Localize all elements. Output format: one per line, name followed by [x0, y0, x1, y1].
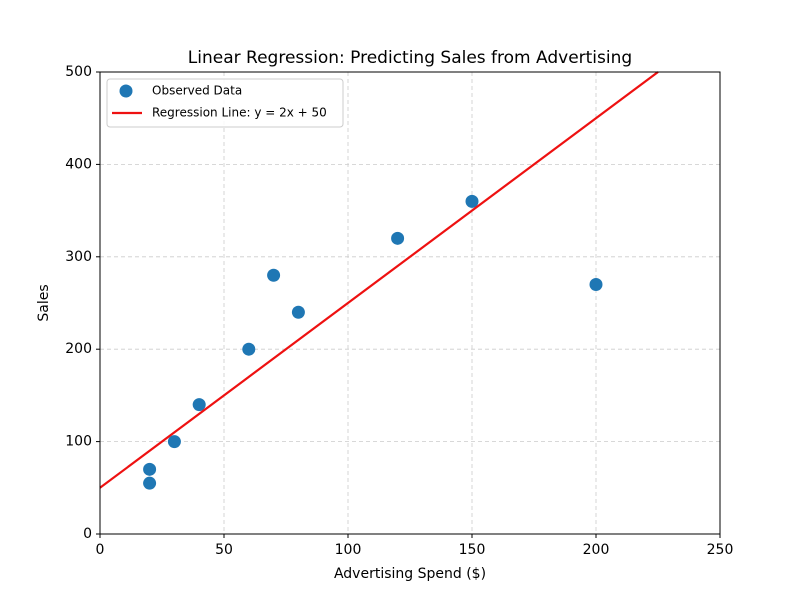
data-point — [167, 435, 181, 449]
chart-title: Linear Regression: Predicting Sales from… — [188, 48, 632, 68]
plot-frame — [99, 71, 721, 535]
y-tick-label: 400 — [65, 156, 92, 172]
legend-marker — [119, 84, 133, 98]
legend-label: Regression Line: y = 2x + 50 — [152, 106, 327, 120]
y-tick-label: 0 — [83, 526, 92, 542]
x-tick-label: 0 — [96, 542, 105, 558]
x-axis-label: Advertising Spend ($) — [334, 566, 486, 582]
data-point — [465, 194, 479, 208]
legend-label: Observed Data — [152, 84, 242, 98]
data-point — [143, 462, 157, 476]
x-tick-label: 50 — [215, 542, 233, 558]
y-tick-label: 100 — [65, 434, 92, 450]
y-axis-label: Sales — [36, 284, 52, 321]
x-tick-label: 100 — [335, 542, 362, 558]
data-point — [291, 305, 305, 319]
y-tick-label: 500 — [65, 64, 92, 80]
x-tick-label: 200 — [583, 542, 610, 558]
data-point — [242, 342, 256, 356]
data-point — [589, 278, 603, 292]
data-point — [267, 268, 281, 282]
data-point — [192, 398, 206, 412]
y-tick-label: 300 — [65, 249, 92, 265]
x-tick-label: 150 — [459, 542, 486, 558]
regression-line — [99, 71, 659, 489]
data-point — [391, 231, 405, 245]
legend-box — [106, 78, 344, 128]
y-tick-label: 200 — [65, 341, 92, 357]
x-tick-label: 250 — [707, 542, 734, 558]
data-point — [143, 476, 157, 490]
